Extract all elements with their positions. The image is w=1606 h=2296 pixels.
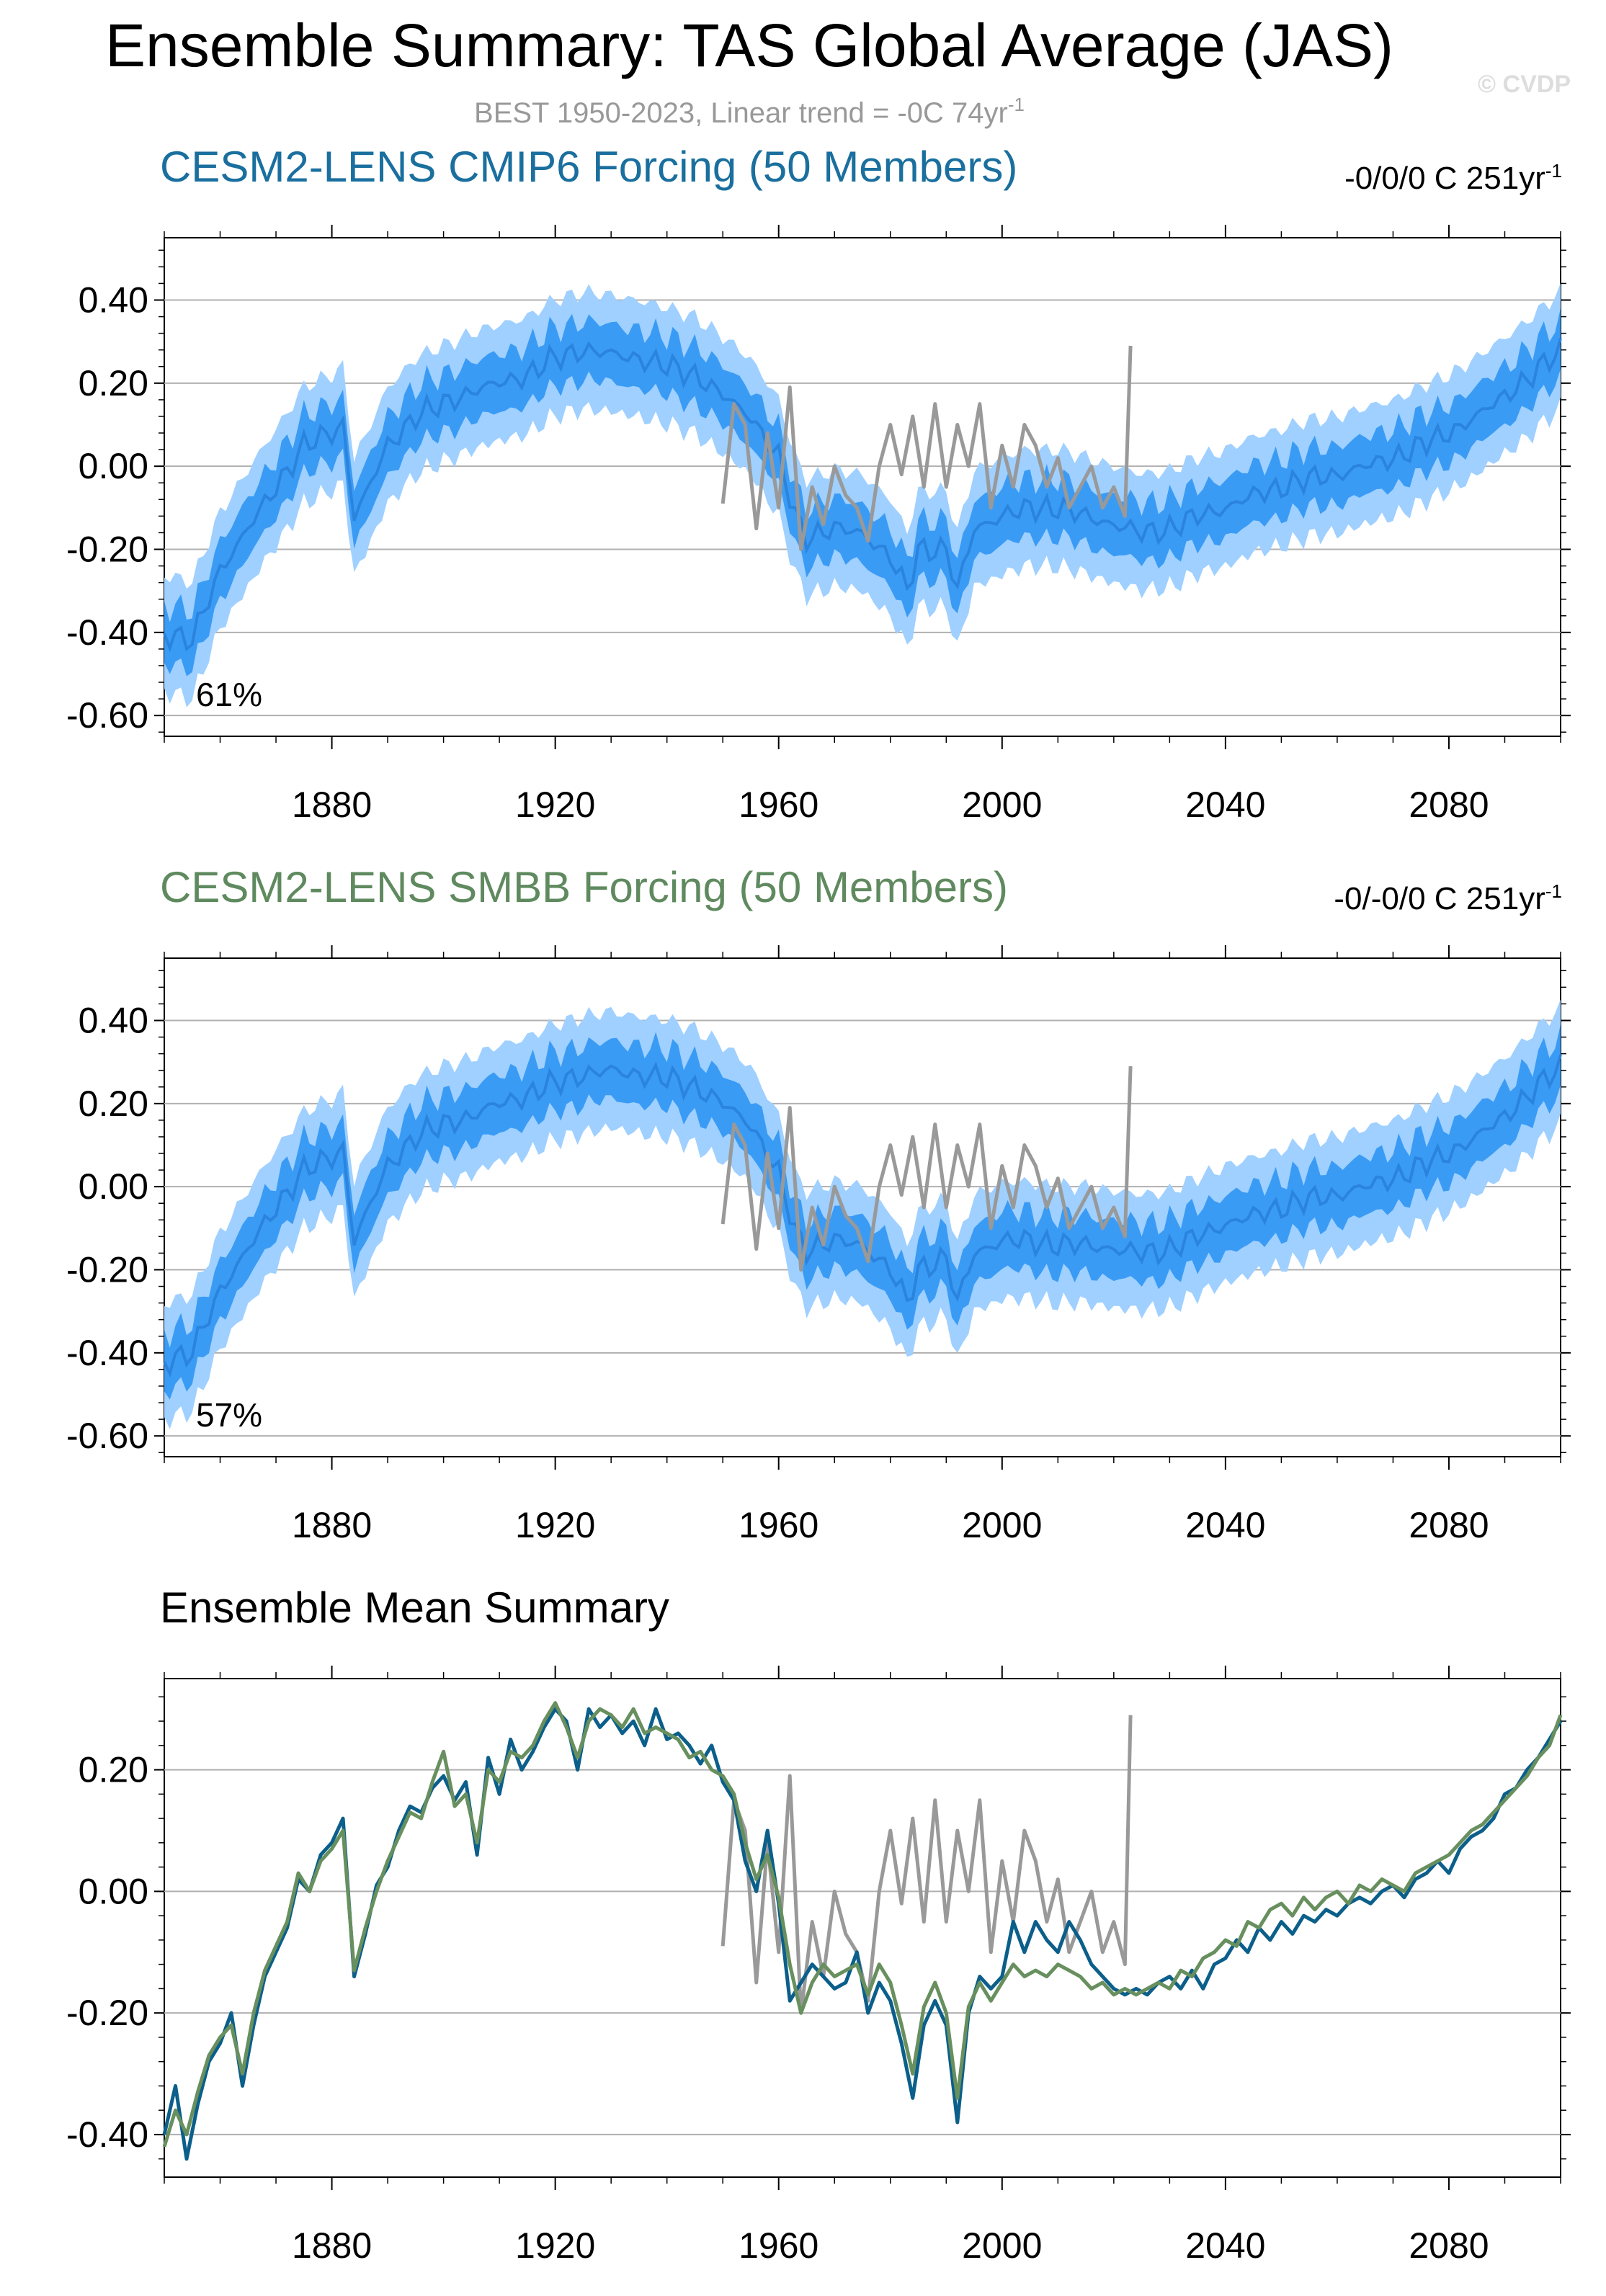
cmip6-x-tick-label-3: 2000 [962, 785, 1042, 825]
cmip6-ensemble-mean-line [163, 338, 1562, 653]
smbb-y-tick-label-5: -0.60 [66, 1416, 148, 1456]
panel-cmip6: CESM2-LENS CMIP6 Forcing (50 Members) -0… [66, 143, 1571, 825]
cmip6-observations-line [721, 345, 1133, 551]
ensemble-mean-plot-frame [164, 1678, 1561, 2178]
smbb-y-tick-label-2: 0.00 [79, 1166, 148, 1207]
ensemble-mean-observations-line [721, 1715, 1133, 2015]
cmip6-plot-frame [164, 237, 1561, 737]
figure-subtitle-text: BEST 1950-2023, Linear trend = -0C 74yr [474, 97, 1008, 129]
panel-cmip6-percent: 61% [196, 676, 262, 713]
ensemble-mean-smbb-mean-line [162, 1701, 1563, 2148]
smbb-x-tick-label-4: 2040 [1185, 1505, 1265, 1545]
ensemble-mean-x-tick-label-3: 2000 [962, 2225, 1042, 2266]
smbb-y-tick-label-1: 0.20 [79, 1084, 148, 1124]
panel-smbb-trend-sup: -1 [1545, 880, 1562, 902]
watermark: © CVDP [1478, 71, 1571, 98]
figure-title: Ensemble Summary: TAS Global Average (JA… [105, 12, 1393, 79]
cmip6-y-tick-label-4: -0.40 [66, 612, 148, 653]
cmip6-y-tick-label-1: 0.20 [79, 363, 148, 403]
smbb-plot-frame [164, 957, 1561, 1457]
cmip6-x-tick-label-0: 1880 [292, 785, 372, 825]
smbb-y-tick-label-3: -0.20 [66, 1250, 148, 1290]
ensemble-mean-x-tick-label-1: 1920 [515, 2225, 595, 2266]
cmip6-x-tick-label-4: 2040 [1185, 785, 1265, 825]
panel-smbb-trend: -0/-0/0 C 251yr-1 [1334, 880, 1562, 916]
ensemble-mean-x-tick-label-4: 2040 [1185, 2225, 1265, 2266]
cmip6-x-tick-label-5: 2080 [1409, 785, 1489, 825]
panel-smbb-plot: 0.40 0.20 0.00 -0.20 -0.40 -0.60 1880 1920 1960 2… [66, 945, 1571, 1545]
panel-smbb-title: CESM2-LENS SMBB Forcing (50 Members) [160, 863, 1008, 911]
smbb-y-tick-label-4: -0.40 [66, 1333, 148, 1373]
smbb-observations-line [721, 1066, 1133, 1272]
cmip6-y-tick-label-2: 0.00 [79, 446, 148, 486]
panel-cmip6-plot: 0.40 0.20 0.00 -0.20 -0.40 -0.60 1880 1920 1960 2… [66, 225, 1571, 825]
smbb-x-tick-label-5: 2080 [1409, 1505, 1489, 1545]
panel-smbb: CESM2-LENS SMBB Forcing (50 Members) -0/… [66, 863, 1571, 1545]
ensemble-mean-y-tick-label-0: 0.20 [79, 1750, 148, 1790]
smbb-x-tick-label-0: 1880 [292, 1505, 372, 1545]
panel-cmip6-trend-sup: -1 [1545, 160, 1562, 182]
figure-subtitle-sup: -1 [1008, 94, 1025, 115]
panel-smbb-trend-text: -0/-0/0 C 251yr [1334, 881, 1545, 916]
panel-cmip6-trend-text: -0/0/0 C 251yr [1344, 161, 1545, 196]
ensemble-mean-y-tick-label-3: -0.40 [66, 2114, 148, 2155]
panel-cmip6-title: CESM2-LENS CMIP6 Forcing (50 Members) [160, 143, 1017, 191]
smbb-x-tick-label-3: 2000 [962, 1505, 1042, 1545]
smbb-y-tick-label-0: 0.40 [79, 1001, 148, 1041]
cmip6-x-tick-label-1: 1920 [515, 785, 595, 825]
panel-smbb-percent: 57% [196, 1396, 262, 1434]
smbb-ensemble-iqr-band [164, 1024, 1561, 1400]
cmip6-y-tick-label-3: -0.20 [66, 530, 148, 570]
smbb-x-tick-label-2: 1960 [739, 1505, 818, 1545]
panel-ensemble-mean-title: Ensemble Mean Summary [160, 1583, 669, 1632]
figure-subtitle: BEST 1950-2023, Linear trend = -0C 74yr-… [474, 94, 1025, 129]
smbb-x-tick-label-1: 1920 [515, 1505, 595, 1545]
ensemble-mean-x-tick-label-5: 2080 [1409, 2225, 1489, 2266]
cmip6-x-tick-label-2: 1960 [739, 785, 818, 825]
ensemble-mean-x-tick-label-2: 1960 [739, 2225, 818, 2266]
ensemble-mean-x-tick-label-0: 1880 [292, 2225, 372, 2266]
panel-ensemble-mean-plot: 0.20 0.00 -0.20 -0.40 1880 1920 1960 2000 2040 20… [66, 1666, 1571, 2266]
panel-cmip6-trend: -0/0/0 C 251yr-1 [1344, 160, 1562, 196]
ensemble-mean-y-tick-label-1: 0.00 [79, 1871, 148, 1911]
ensemble-mean-y-tick-label-2: -0.20 [66, 1993, 148, 2033]
cmip6-ensemble-iqr-band [164, 308, 1561, 676]
cmip6-y-tick-label-0: 0.40 [79, 280, 148, 321]
cmip6-y-tick-label-5: -0.60 [66, 695, 148, 736]
panel-ensemble-mean: Ensemble Mean Summary 0.20 0.00 -0.20 -0.40… [66, 1583, 1571, 2266]
